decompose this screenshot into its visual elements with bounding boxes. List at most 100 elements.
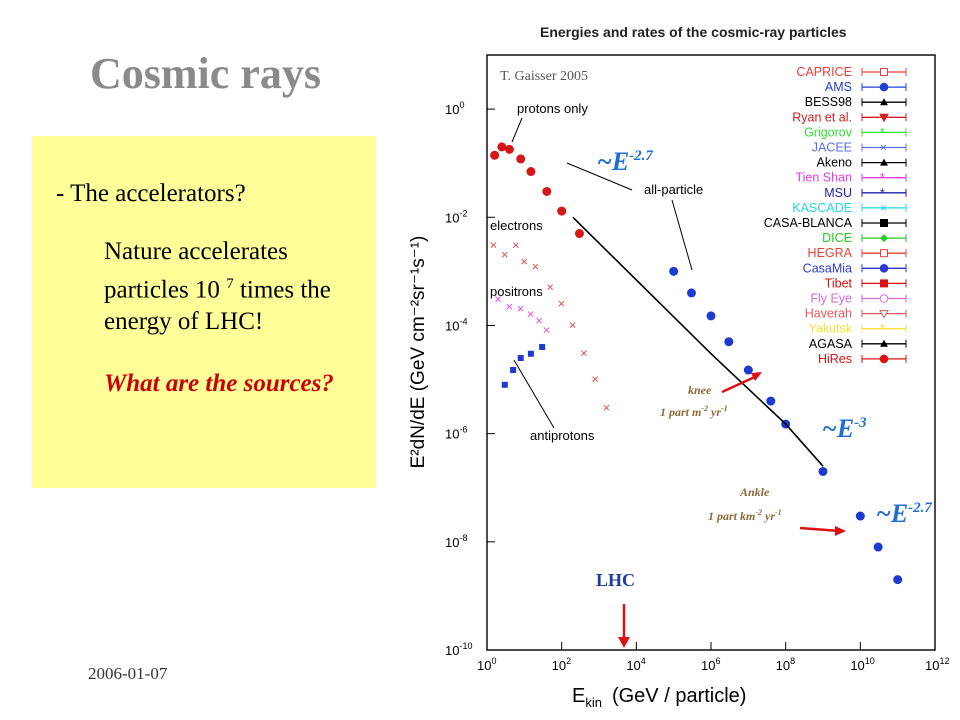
slope-label-3: ~E-2.7 bbox=[876, 499, 932, 528]
y-tick-label: 10-10 bbox=[445, 641, 472, 658]
data-point-all-particle bbox=[686, 288, 696, 298]
data-point-antiprotons bbox=[510, 367, 517, 374]
data-point-positrons: × bbox=[505, 299, 513, 314]
ankle-arrowhead bbox=[835, 526, 846, 536]
legend-marker: * bbox=[880, 186, 885, 200]
slope-label-1: ~E-2.7 bbox=[597, 147, 653, 176]
legend-label: HEGRA bbox=[808, 246, 853, 260]
legend-label: CAPRICE bbox=[796, 65, 852, 79]
slide-title: Cosmic rays bbox=[90, 49, 321, 98]
legend-marker: × bbox=[880, 141, 887, 155]
legend-label: KASCADE bbox=[792, 201, 852, 215]
x-tick-label: 100 bbox=[477, 656, 496, 673]
data-point-positrons: × bbox=[517, 301, 525, 316]
protons-only-pointer bbox=[511, 117, 523, 143]
legend-marker: * bbox=[880, 171, 885, 185]
data-point-positrons: × bbox=[535, 313, 543, 328]
protons-only-label: protons only bbox=[517, 101, 588, 116]
data-point-electrons: × bbox=[591, 372, 599, 387]
legend-label: BESS98 bbox=[805, 95, 852, 109]
legend-label: AGASA bbox=[809, 337, 853, 351]
legend-label: CASA-BLANCA bbox=[764, 216, 853, 230]
x-tick-label: 108 bbox=[776, 656, 795, 673]
electrons-label: electrons bbox=[490, 218, 543, 233]
data-point-all-particle bbox=[669, 266, 679, 276]
data-point-electrons: × bbox=[501, 247, 509, 262]
x-axis-label-rest: (GeV / particle) bbox=[612, 685, 746, 707]
slope-label-2: ~E-3 bbox=[822, 414, 867, 443]
legend-marker: × bbox=[880, 201, 887, 215]
y-tick-label: 10-2 bbox=[445, 208, 467, 225]
legend-label: Tibet bbox=[825, 276, 853, 290]
nature-post: times the energy of LHC! bbox=[104, 276, 331, 336]
data-point-protons-only bbox=[542, 186, 552, 196]
data-point-all-particle bbox=[873, 542, 883, 552]
nature-pre: Nature accelerates particles 10 bbox=[104, 238, 288, 304]
data-point-protons-only bbox=[526, 167, 536, 177]
axis-ticks: 100 102 104 106 108 1010 1012 100 10-2 10-4 10-6 10… bbox=[445, 100, 949, 673]
all-particle-fit-line bbox=[572, 216, 824, 467]
data-point-positrons: × bbox=[494, 292, 502, 307]
data-point-positrons: × bbox=[543, 323, 551, 338]
y-axis-label-group: E²dN/dE (GeV cm⁻²sr⁻¹s⁻¹) bbox=[408, 236, 429, 469]
ankle-arrow bbox=[799, 526, 841, 533]
data-point-protons-only bbox=[516, 154, 526, 164]
data-series: ×××× ×××××××× × × × ×× bbox=[490, 142, 903, 585]
data-point-protons-only bbox=[574, 229, 584, 239]
data-point-all-particle bbox=[855, 511, 865, 521]
data-point-electrons: × bbox=[558, 296, 566, 311]
question-line: - The accelerators? bbox=[56, 180, 246, 207]
data-point-electrons: × bbox=[532, 259, 540, 274]
data-point-antiprotons bbox=[517, 355, 524, 362]
x-axis-label-sub: kin bbox=[585, 695, 602, 710]
legend-marker bbox=[880, 68, 888, 76]
knee-arrowhead bbox=[751, 372, 762, 381]
legend-marker bbox=[880, 219, 888, 227]
legend-label: Haverah bbox=[805, 307, 852, 321]
plot-frame bbox=[486, 54, 936, 651]
legend-marker bbox=[879, 113, 889, 123]
data-point-electrons: × bbox=[569, 317, 577, 332]
all-particle-pointer-1 bbox=[566, 162, 633, 191]
nature-exp: 7 bbox=[226, 276, 234, 292]
legend-marker bbox=[879, 354, 889, 364]
data-point-all-particle bbox=[706, 311, 716, 321]
legend-label: CasaMia bbox=[803, 261, 852, 275]
positrons-label: positrons bbox=[490, 284, 543, 299]
legend-label: AMS bbox=[825, 80, 852, 94]
data-point-all-particle bbox=[893, 575, 903, 585]
ankle-label: Ankle bbox=[739, 485, 770, 499]
data-point-protons-only bbox=[557, 206, 567, 216]
y-axis-label: E²dN/dE (GeV cm⁻²sr⁻¹s⁻¹) bbox=[408, 236, 429, 469]
y-tick-label: 10-4 bbox=[445, 316, 467, 333]
data-point-electrons: × bbox=[603, 400, 611, 415]
credit-label: T. Gaisser 2005 bbox=[500, 69, 588, 84]
legend-marker bbox=[880, 249, 888, 258]
text-box: - The accelerators? Nature accelerates p… bbox=[32, 136, 376, 488]
data-point-antiprotons bbox=[501, 381, 508, 388]
data-point-electrons: × bbox=[546, 280, 554, 295]
data-point-antiprotons bbox=[527, 350, 534, 357]
slide-date: 2006-01-07 bbox=[88, 664, 168, 683]
data-point-electrons: × bbox=[580, 346, 588, 361]
ankle-rate-label: 1 part km-2 yr-1 bbox=[708, 508, 782, 523]
antiprotons-label: antiprotons bbox=[530, 428, 595, 443]
data-point-protons-only bbox=[504, 144, 514, 154]
legend-marker bbox=[880, 339, 888, 347]
data-point-protons-only bbox=[490, 150, 500, 160]
knee-rate-label: 1 part m-2 yr-1 bbox=[660, 404, 728, 419]
x-axis-label: Ekin (GeV / particle) bbox=[572, 685, 746, 710]
x-axis-label-main: E bbox=[572, 685, 585, 707]
x-tick-label: 1012 bbox=[925, 656, 949, 673]
legend-label: Fly Eye bbox=[810, 292, 852, 306]
data-point-electrons: × bbox=[520, 254, 528, 269]
data-point-all-particle bbox=[818, 466, 828, 476]
y-tick-label: 10-8 bbox=[445, 533, 467, 550]
legend-marker: * bbox=[880, 322, 885, 336]
antiprotons-pointer bbox=[513, 359, 555, 429]
legend-label: HiRes bbox=[818, 352, 852, 366]
lhc-label: LHC bbox=[596, 570, 635, 590]
data-point-protons-only bbox=[497, 142, 507, 152]
x-tick-label: 106 bbox=[701, 656, 720, 673]
